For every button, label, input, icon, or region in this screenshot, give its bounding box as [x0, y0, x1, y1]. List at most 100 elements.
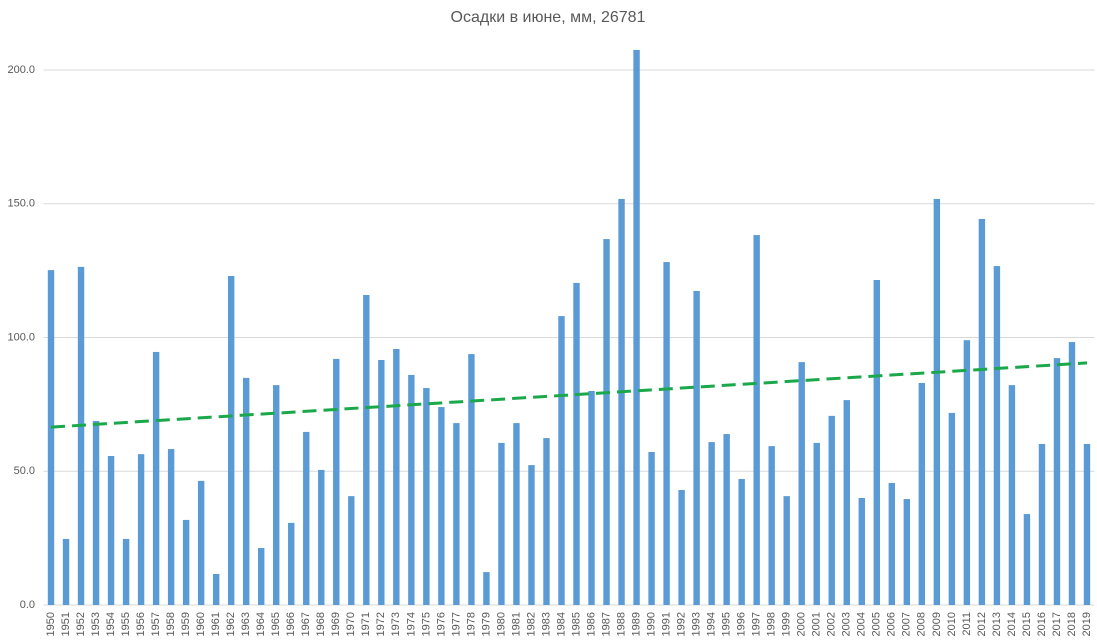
- bar: [92, 420, 100, 605]
- chart-title: Осадки в июне, мм, 26781: [451, 9, 646, 26]
- bar: [978, 218, 986, 605]
- x-tick-label: 1978: [465, 612, 477, 636]
- y-tick-label: 100.0: [7, 331, 35, 343]
- bar: [483, 572, 490, 605]
- bar: [543, 438, 550, 605]
- x-tick-label: 1953: [90, 612, 102, 636]
- bar: [393, 349, 400, 605]
- bar: [438, 407, 445, 605]
- x-tick-label: 1954: [105, 612, 117, 636]
- bar: [47, 270, 55, 605]
- x-tick-label: 1964: [255, 612, 267, 636]
- x-tick-label: 1980: [495, 612, 507, 636]
- bar: [107, 456, 115, 605]
- bar: [1053, 358, 1061, 605]
- bar: [1083, 443, 1091, 605]
- x-tick-label: 2007: [901, 612, 913, 636]
- bar: [753, 235, 760, 606]
- bar: [273, 385, 280, 605]
- bar: [167, 449, 175, 605]
- x-tick-label: 2002: [826, 612, 838, 636]
- bar: [468, 354, 475, 605]
- bar: [633, 49, 640, 605]
- x-tick-label: 1963: [240, 612, 252, 636]
- bar: [783, 496, 790, 605]
- bar: [182, 519, 190, 605]
- bar: [903, 499, 911, 605]
- x-tick-label: 1976: [435, 612, 447, 636]
- bar: [888, 483, 896, 605]
- bar: [663, 262, 670, 605]
- x-tick-label: 1996: [736, 612, 748, 636]
- x-tick-label: 1986: [585, 612, 597, 636]
- bar: [708, 442, 715, 605]
- bar: [618, 198, 625, 605]
- bar: [1023, 514, 1031, 605]
- x-tick-label: 1975: [420, 612, 432, 636]
- x-tick-label: 1974: [405, 612, 417, 636]
- bar: [948, 412, 956, 605]
- bar: [318, 469, 325, 605]
- x-tick-label: 2011: [961, 612, 973, 636]
- bar: [588, 391, 595, 605]
- x-tick-label: 1992: [676, 612, 688, 636]
- y-tick-label: 150.0: [7, 198, 35, 210]
- bar: [573, 282, 580, 605]
- x-tick-label: 2010: [946, 612, 958, 636]
- x-tick-label: 1969: [330, 612, 342, 636]
- x-tick-label: 1987: [600, 612, 612, 636]
- x-tick-label: 1998: [766, 612, 778, 636]
- bar: [423, 388, 430, 605]
- x-tick-label: 1971: [360, 612, 372, 636]
- bar: [558, 316, 565, 605]
- bar: [933, 198, 941, 605]
- bar: [363, 294, 370, 605]
- bar: [152, 351, 160, 605]
- bar: [993, 266, 1001, 605]
- x-tick-label: 1957: [150, 612, 162, 636]
- x-tick-label: 1972: [375, 612, 387, 636]
- bar: [918, 382, 926, 605]
- x-tick-label: 1984: [555, 612, 567, 636]
- bar: [843, 400, 850, 605]
- x-tick-label: 1983: [540, 612, 552, 636]
- bar: [693, 290, 700, 605]
- bar: [858, 498, 865, 605]
- x-tick-label: 2006: [886, 612, 898, 636]
- bar: [723, 434, 730, 605]
- x-tick-label: 2015: [1021, 612, 1033, 636]
- bar: [813, 442, 820, 605]
- bar: [197, 480, 205, 605]
- x-tick-label: 2013: [991, 612, 1003, 636]
- y-tick-label: 0.0: [20, 599, 35, 611]
- x-tick-label: 1962: [225, 612, 237, 636]
- bar: [963, 340, 971, 605]
- bar: [378, 359, 385, 605]
- x-tick-label: 1981: [510, 612, 522, 636]
- bar: [603, 239, 610, 605]
- x-tick-label: 1956: [135, 612, 147, 636]
- x-tick-label: 1997: [751, 612, 763, 636]
- bar: [738, 479, 745, 605]
- x-tick-label: 2019: [1081, 612, 1093, 636]
- bar: [678, 489, 685, 605]
- bar: [1038, 443, 1046, 605]
- x-tick-label: 2003: [841, 612, 853, 636]
- bar: [798, 362, 805, 605]
- x-tick-label: 1952: [75, 612, 87, 636]
- x-tick-label: 1993: [691, 612, 703, 636]
- bar: [498, 442, 505, 605]
- bar: [137, 454, 145, 605]
- x-tick-label: 2014: [1006, 612, 1018, 636]
- bar: [648, 451, 655, 605]
- bar: [1068, 342, 1076, 605]
- bar: [453, 423, 460, 605]
- bar: [348, 496, 355, 605]
- bar: [528, 465, 535, 605]
- x-tick-label: 2004: [856, 612, 868, 636]
- x-tick-label: 1989: [630, 612, 642, 636]
- x-tick-label: 2018: [1066, 612, 1078, 636]
- x-tick-label: 1973: [390, 612, 402, 636]
- y-tick-label: 50.0: [14, 465, 35, 477]
